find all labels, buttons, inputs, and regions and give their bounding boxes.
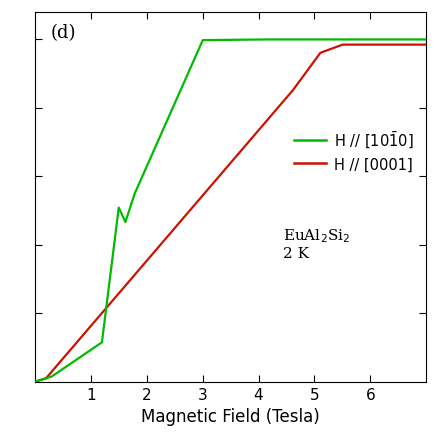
Text: (d): (d) bbox=[50, 24, 76, 42]
Legend: H // [10$\mathregular{\bar{1}}$0], H // [0001]: H // [10$\mathregular{\bar{1}}$0], H // … bbox=[288, 124, 418, 178]
X-axis label: Magnetic Field (Tesla): Magnetic Field (Tesla) bbox=[141, 407, 319, 425]
Text: EuAl$_2$Si$_2$
2 K: EuAl$_2$Si$_2$ 2 K bbox=[283, 227, 350, 261]
